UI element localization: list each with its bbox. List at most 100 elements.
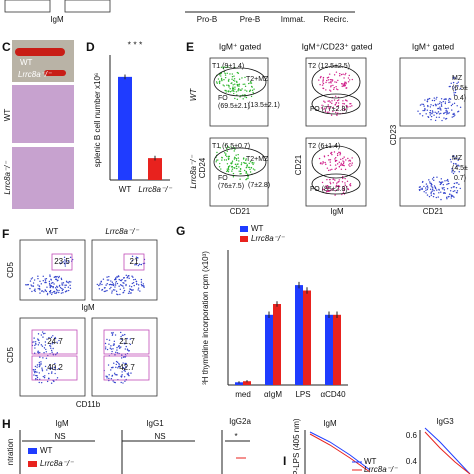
event-dot: [218, 82, 221, 85]
event-dot: [227, 90, 229, 92]
event-dot: [56, 289, 58, 292]
event-dot: [326, 79, 328, 82]
curve: [424, 431, 471, 474]
event-dot: [435, 98, 437, 100]
event-dot: [335, 86, 337, 88]
event-dot: [337, 181, 339, 183]
event-dot: [323, 189, 325, 191]
event-dot: [220, 75, 222, 77]
event-dot: [114, 278, 117, 281]
event-dot: [122, 382, 124, 384]
event-dot: [50, 343, 52, 345]
event-dot: [54, 362, 56, 365]
event-dot: [233, 158, 236, 160]
event-dot: [324, 161, 326, 164]
event-dot: [437, 107, 439, 110]
flow-plot: [64, 0, 111, 13]
row-label: Lrrc8a⁻/⁻: [189, 155, 198, 189]
event-dot: [43, 347, 46, 349]
event-dot: [425, 183, 428, 185]
event-dot: [246, 90, 248, 92]
event-dot: [249, 89, 252, 91]
event-dot: [106, 338, 108, 341]
event-dot: [41, 345, 44, 347]
event-dot: [106, 348, 109, 351]
event-dot: [448, 112, 450, 114]
event-dot: [136, 283, 138, 286]
event-dot: [135, 259, 138, 261]
event-dot: [447, 112, 449, 115]
event-dot: [231, 166, 233, 168]
event-dot: [437, 111, 440, 113]
axis-label: CD24: [198, 157, 207, 178]
event-dot: [143, 285, 145, 287]
event-dot: [326, 167, 329, 169]
event-dot: [452, 85, 454, 88]
header: WT: [46, 227, 59, 236]
event-dot: [421, 181, 424, 184]
bar: [243, 381, 251, 385]
event-dot: [339, 151, 341, 154]
event-dot: [339, 154, 341, 156]
event-dot: [49, 284, 52, 286]
event-dot: [137, 257, 139, 259]
event-dot: [42, 336, 44, 338]
gate-label: (6.5±: [452, 85, 468, 92]
event-dot: [346, 100, 348, 102]
event-dot: [434, 186, 436, 188]
event-dot: [452, 195, 454, 198]
event-dot: [252, 91, 254, 94]
event-dot: [339, 152, 342, 155]
event-dot: [443, 117, 445, 119]
event-dot: [456, 192, 458, 194]
event-dot: [232, 79, 235, 82]
event-dot: [327, 187, 329, 190]
event-dot: [128, 290, 131, 293]
axis-label: IgM: [50, 15, 64, 24]
event-dot: [343, 77, 345, 79]
event-dot: [443, 186, 445, 189]
event-dot: [118, 364, 120, 366]
event-dot: [332, 84, 334, 87]
event-dot: [137, 284, 140, 286]
event-dot: [454, 190, 456, 192]
event-dot: [247, 177, 249, 179]
event-dot: [128, 277, 130, 280]
event-dot: [54, 372, 56, 375]
event-dot: [238, 83, 241, 85]
event-dot: [215, 161, 217, 163]
flow-plot: [19, 239, 86, 301]
event-dot: [251, 162, 253, 164]
event-dot: [112, 331, 114, 334]
event-dot: [105, 284, 107, 286]
event-dot: [129, 338, 132, 340]
event-dot: [349, 185, 352, 187]
event-dot: [232, 176, 235, 178]
event-dot: [33, 374, 35, 376]
axis-label: CD21: [294, 154, 303, 175]
event-dot: [62, 288, 64, 291]
event-dot: [246, 164, 248, 166]
event-dot: [244, 89, 246, 91]
event-dot: [327, 169, 330, 172]
event-dot: [61, 282, 63, 284]
event-dot: [115, 277, 117, 279]
event-dot: [250, 82, 253, 84]
event-dot: [110, 377, 113, 380]
event-dot: [110, 369, 112, 371]
row-label: WT: [189, 88, 198, 102]
event-dot: [335, 88, 338, 90]
event-dot: [328, 159, 330, 161]
event-dot: [327, 105, 329, 108]
event-dot: [61, 287, 63, 290]
event-dot: [44, 289, 46, 291]
event-dot: [239, 96, 241, 98]
event-dot: [120, 357, 123, 359]
event-dot: [334, 194, 336, 196]
event-dot: [424, 187, 427, 189]
event-dot: [137, 289, 139, 291]
event-dot: [113, 362, 115, 364]
event-dot: [234, 80, 236, 82]
event-dot: [105, 346, 107, 348]
event-dot: [124, 370, 126, 372]
